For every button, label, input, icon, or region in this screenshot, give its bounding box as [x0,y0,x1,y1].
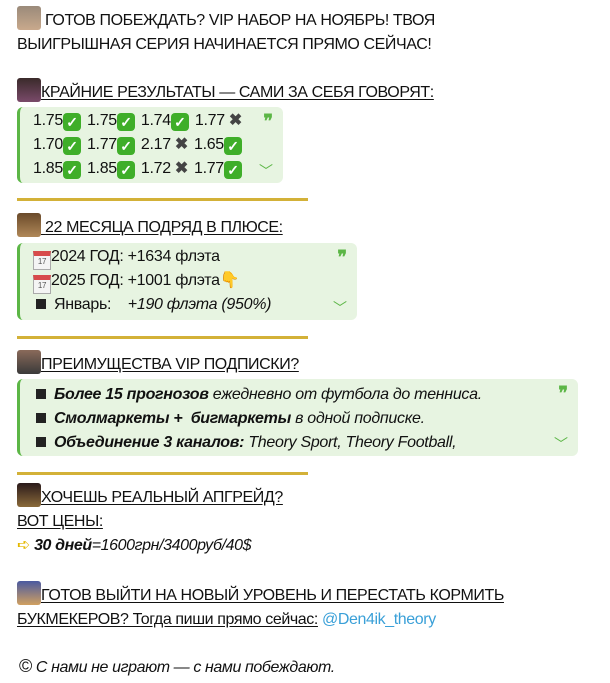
expand-chevron-icon[interactable]: ﹀ [554,436,568,452]
result-odds: 1.74 [140,112,171,129]
result-odds: 1.72 [140,160,171,177]
benefit-item: Объединение 3 каналов: Theory Sport, The… [33,431,578,455]
quote-icon: ❞ [558,383,568,403]
result-odds: 1.77 [193,160,224,177]
check-icon: ✓ [116,137,135,155]
avatar-emoji [17,6,41,30]
benefits-heading: ПРЕИМУЩЕСТВА VIP ПОДПИСКИ? [17,350,299,377]
result-odds: 1.85 [33,160,63,177]
result-odds: 1.85 [86,160,117,177]
months-quote: 17 2024 ГОД: +1634 флэта 17 2025 ГОД: +100… [17,243,357,320]
result-odds: 1.70 [33,136,63,153]
year-2024-row: 17 2024 ГОД: +1634 флэта [33,245,357,270]
calendar-icon: 17 [33,275,51,294]
result-odds: 1.65 [193,136,224,153]
avatar-emoji [17,78,41,102]
result-odds: 2.17 [140,136,171,153]
pointing-right-icon: ➪ [17,537,31,554]
results-quote: 1.75 ✓ 1.75 ✓ 1.74 ✓ 1.77 ✖ 1.70 ✓ 1.77 ✓ 2.17 ✖ 1.65 ✓… [17,107,283,183]
avatar-emoji [17,483,41,507]
pointing-down-icon: 👇 [219,272,240,289]
intro-line-1: ГОТОВ ПОБЕЖДАТЬ? VIP НАБОР НА НОЯБРЬ! ТВ… [45,12,435,29]
check-icon: ✓ [223,161,242,179]
check-icon: ✓ [62,137,81,155]
check-icon: ✓ [116,113,135,131]
results-row: 1.70 ✓ 1.77 ✓ 2.17 ✖ 1.65 ✓ [33,133,283,157]
check-icon: ✓ [223,137,242,155]
year-2025-row: 17 2025 ГОД: +1001 флэта👇 [33,269,357,294]
avatar-emoji [17,350,41,374]
divider [17,336,308,339]
january-row: Январь: +190 флэта (950%) [33,293,357,317]
check-icon: ✓ [170,113,189,131]
copyright-icon: © [19,656,32,676]
cross-icon: ✖ [174,136,188,153]
result-odds: 1.77 [194,112,225,129]
result-odds: 1.75 [33,112,63,129]
intro-text: ГОТОВ ПОБЕЖДАТЬ? VIP НАБОР НА НОЯБРЬ! ТВ… [17,6,435,57]
expand-chevron-icon[interactable]: ﹀ [259,163,273,179]
black-square-icon [36,413,46,423]
results-row: 1.85 ✓ 1.85 ✓ 1.72 ✖ 1.77 ✓ [33,157,283,181]
cross-icon: ✖ [228,112,242,129]
prices-block: ХОЧЕШЬ РЕАЛЬНЫЙ АПГРЕЙД? ВОТ ЦЕНЫ: ➪ 30 … [17,483,283,558]
intro-line-2: ВЫИГРЫШНАЯ СЕРИЯ НАЧИНАЕТСЯ ПРЯМО СЕЙЧАС… [17,36,432,53]
avatar-emoji [17,581,41,605]
expand-chevron-icon[interactable]: ﹀ [333,300,347,316]
months-heading: 22 МЕСЯЦА ПОДРЯД В ПЛЮСЕ: [17,213,283,240]
results-row: 1.75 ✓ 1.75 ✓ 1.74 ✓ 1.77 ✖ [33,109,283,133]
result-odds: 1.77 [86,136,117,153]
calendar-icon: 17 [33,251,51,270]
check-icon: ✓ [116,161,135,179]
benefits-quote: Более 15 прогнозов ежедневно от футбола … [17,379,578,456]
benefit-item: Смолмаркеты + бигмаркеты в одной подписк… [33,407,578,431]
contact-link[interactable]: @Den4ik_theory [321,611,436,628]
divider [17,198,308,201]
cross-icon: ✖ [174,160,188,177]
quote-icon: ❞ [337,247,347,267]
black-square-icon [36,299,46,309]
result-odds: 1.75 [86,112,117,129]
benefit-item: Более 15 прогнозов ежедневно от футбола … [33,383,578,407]
results-heading: КРАЙНИЕ РЕЗУЛЬТАТЫ — САМИ ЗА СЕБЯ ГОВОРЯ… [17,78,434,105]
prices-subheading: ВОТ ЦЕНЫ: [17,513,103,530]
quote-icon: ❞ [263,111,273,131]
black-square-icon [36,389,46,399]
footer-text: © С нами не играют — с нами побеждают. [19,656,335,676]
black-square-icon [36,437,46,447]
cta-block: ГОТОВ ВЫЙТИ НА НОВЫЙ УРОВЕНЬ И ПЕРЕСТАТЬ… [17,581,504,632]
divider [17,472,308,475]
check-icon: ✓ [62,113,81,131]
avatar-emoji [17,213,41,237]
check-icon: ✓ [62,161,81,179]
